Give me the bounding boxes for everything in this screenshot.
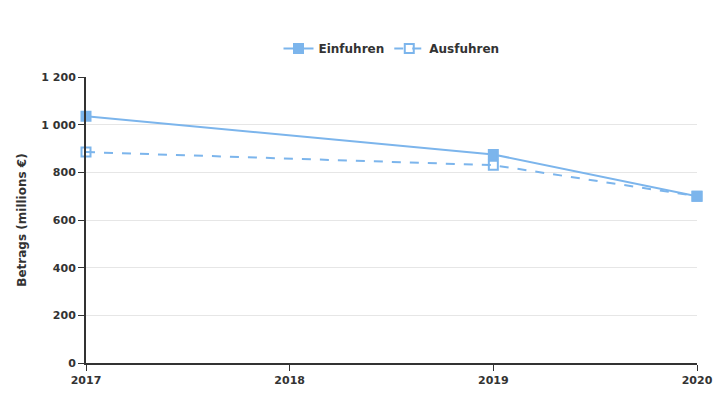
svg-text:1 000: 1 000: [41, 119, 76, 132]
svg-text:1 200: 1 200: [41, 71, 76, 84]
svg-text:Einfuhren: Einfuhren: [319, 42, 385, 56]
svg-text:2019: 2019: [478, 374, 509, 387]
svg-text:0: 0: [68, 357, 76, 370]
svg-text:400: 400: [53, 262, 76, 275]
svg-text:2018: 2018: [274, 374, 305, 387]
svg-text:Ausfuhren: Ausfuhren: [429, 42, 499, 56]
svg-text:200: 200: [53, 309, 76, 322]
svg-text:2017: 2017: [71, 374, 102, 387]
svg-text:800: 800: [53, 166, 76, 179]
svg-text:600: 600: [53, 214, 76, 227]
svg-text:2020: 2020: [682, 374, 713, 387]
svg-text:Betrags (millions €): Betrags (millions €): [15, 153, 29, 286]
